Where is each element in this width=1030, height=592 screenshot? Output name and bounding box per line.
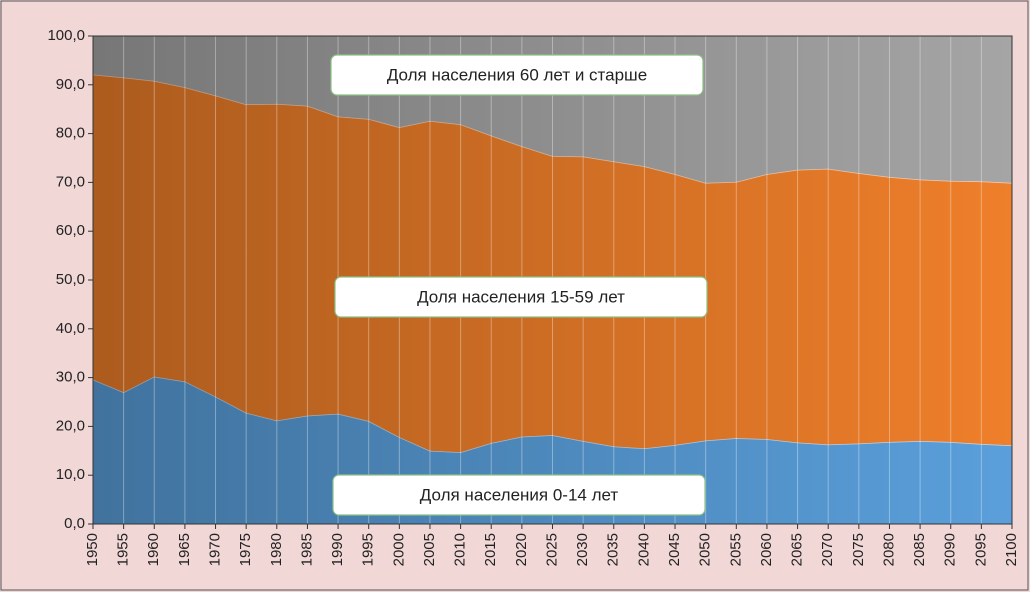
x-tick-label: 2005	[421, 533, 438, 566]
x-tick-label: 2050	[697, 533, 714, 566]
x-tick-label: 2030	[574, 533, 591, 566]
x-tick-label: 2020	[513, 533, 530, 566]
label-box	[332, 474, 706, 516]
x-tick-label: 1995	[360, 533, 377, 566]
y-tick-label: 50,0	[56, 271, 85, 288]
x-tick-label: 1960	[145, 533, 162, 566]
x-tick-label: 2065	[789, 533, 806, 566]
x-tick-label: 2100	[1003, 533, 1020, 566]
y-tick-label: 0,0	[64, 515, 85, 532]
x-tick-label: 2075	[850, 533, 867, 566]
series-label: Доля населения 0-14 лет	[420, 485, 619, 504]
label-box	[330, 54, 704, 96]
x-tick-label: 2015	[482, 533, 499, 566]
x-tick-label: 2090	[942, 533, 959, 566]
x-tick-label: 2035	[605, 533, 622, 566]
y-tick-label: 70,0	[56, 173, 85, 190]
x-tick-label: 2080	[880, 533, 897, 566]
y-tick-label: 10,0	[56, 466, 85, 483]
x-tick-label: 2055	[727, 533, 744, 566]
x-tick-label: 1965	[176, 533, 193, 566]
x-tick-label: 2010	[452, 533, 469, 566]
y-tick-label: 80,0	[56, 125, 85, 142]
x-tick-label: 2070	[819, 533, 836, 566]
y-tick-label: 90,0	[56, 76, 85, 93]
x-tick-label: 2085	[911, 533, 928, 566]
x-tick-label: 1980	[268, 533, 285, 566]
x-tick-label: 1985	[298, 533, 315, 566]
y-tick-label: 100,0	[47, 27, 85, 44]
x-tick-label: 2060	[758, 533, 775, 566]
x-tick-label: 1955	[115, 533, 132, 566]
x-tick-label: 1970	[207, 533, 224, 566]
x-tick-label: 2025	[543, 533, 560, 566]
y-tick-label: 60,0	[56, 222, 85, 239]
x-tick-label: 1950	[84, 533, 101, 566]
y-tick-label: 20,0	[56, 417, 85, 434]
series-label: Доля населения 15-59 лет	[417, 287, 625, 306]
y-tick-label: 40,0	[56, 320, 85, 337]
label-box	[334, 276, 708, 318]
x-tick-label: 1990	[329, 533, 346, 566]
x-tick-label: 2045	[666, 533, 683, 566]
x-tick-label: 2040	[635, 533, 652, 566]
series-label: Доля населения 60 лет и старше	[387, 65, 647, 84]
x-tick-label: 2000	[390, 533, 407, 566]
y-tick-label: 30,0	[56, 369, 85, 386]
x-tick-label: 2095	[972, 533, 989, 566]
x-tick-label: 1975	[237, 533, 254, 566]
